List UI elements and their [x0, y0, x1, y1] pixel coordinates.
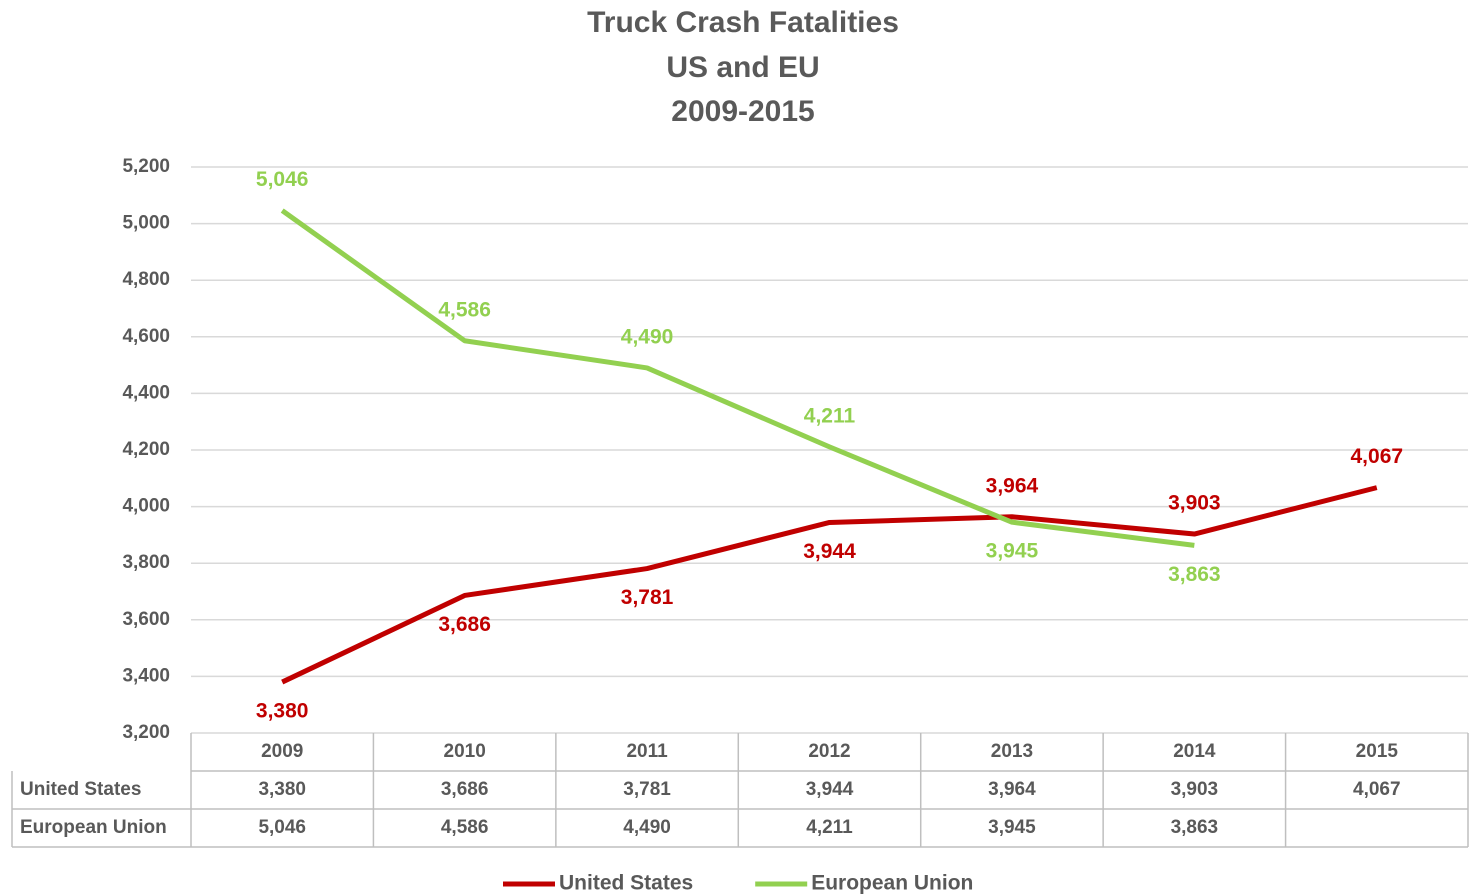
data-label: 5,046: [256, 168, 309, 191]
x-tick-label: 2015: [1356, 741, 1399, 762]
series-line: [280, 208, 1195, 548]
y-tick-label: 4,400: [122, 382, 170, 403]
y-tick-label: 5,000: [122, 213, 170, 234]
table-cell: 3,903: [1171, 779, 1219, 800]
table-cell: 4,490: [623, 817, 671, 838]
y-tick-label: 4,600: [122, 326, 170, 347]
table-row-label: European Union: [20, 817, 167, 838]
data-label: 4,067: [1351, 445, 1404, 468]
legend-label: United States: [559, 872, 693, 895]
chart-title: US and EU: [666, 51, 819, 84]
x-tick-label: 2009: [261, 741, 303, 762]
data-label: 3,964: [986, 474, 1039, 497]
data-label: 3,781: [621, 586, 674, 609]
data-label: 4,490: [621, 325, 674, 348]
x-tick-label: 2014: [1173, 741, 1216, 762]
data-label: 3,863: [1168, 563, 1221, 586]
y-tick-label: 3,800: [122, 552, 170, 573]
y-tick-label: 3,400: [122, 665, 170, 686]
y-tick-label: 4,200: [122, 439, 170, 460]
data-label: 3,903: [1168, 492, 1221, 515]
table-cell: 3,863: [1171, 817, 1219, 838]
data-label: 3,686: [438, 613, 491, 636]
y-tick-label: 3,600: [122, 609, 170, 630]
x-tick-label: 2013: [991, 741, 1033, 762]
data-label: 4,211: [804, 404, 856, 427]
data-label: 3,944: [803, 540, 856, 563]
table-cell: 4,586: [441, 817, 489, 838]
table-cell: 3,945: [988, 817, 1036, 838]
data-label: 3,945: [986, 540, 1039, 563]
data-label: 4,586: [438, 298, 491, 321]
table-cell: 3,380: [258, 779, 306, 800]
table-row-label: United States: [20, 779, 141, 800]
y-tick-label: 4,000: [122, 496, 170, 517]
table-cell: 3,964: [988, 779, 1036, 800]
data-label: 3,380: [256, 700, 309, 723]
table-cell: 5,046: [258, 817, 306, 838]
table-cell: 4,067: [1353, 779, 1401, 800]
x-tick-label: 2010: [444, 741, 486, 762]
y-tick-label: 3,200: [122, 722, 170, 743]
x-tick-label: 2012: [808, 741, 850, 762]
chart-title: 2009-2015: [671, 95, 814, 128]
series-line: [281, 485, 1378, 685]
table-cell: 4,211: [806, 817, 853, 838]
legend-label: European Union: [811, 872, 973, 895]
y-tick-label: 5,200: [122, 156, 170, 177]
y-tick-label: 4,800: [122, 269, 170, 290]
table-cell: 3,944: [806, 779, 854, 800]
chart-title: Truck Crash Fatalities: [587, 6, 899, 39]
x-tick-label: 2011: [626, 741, 668, 762]
table-cell: 3,781: [623, 779, 671, 800]
table-cell: 3,686: [441, 779, 489, 800]
